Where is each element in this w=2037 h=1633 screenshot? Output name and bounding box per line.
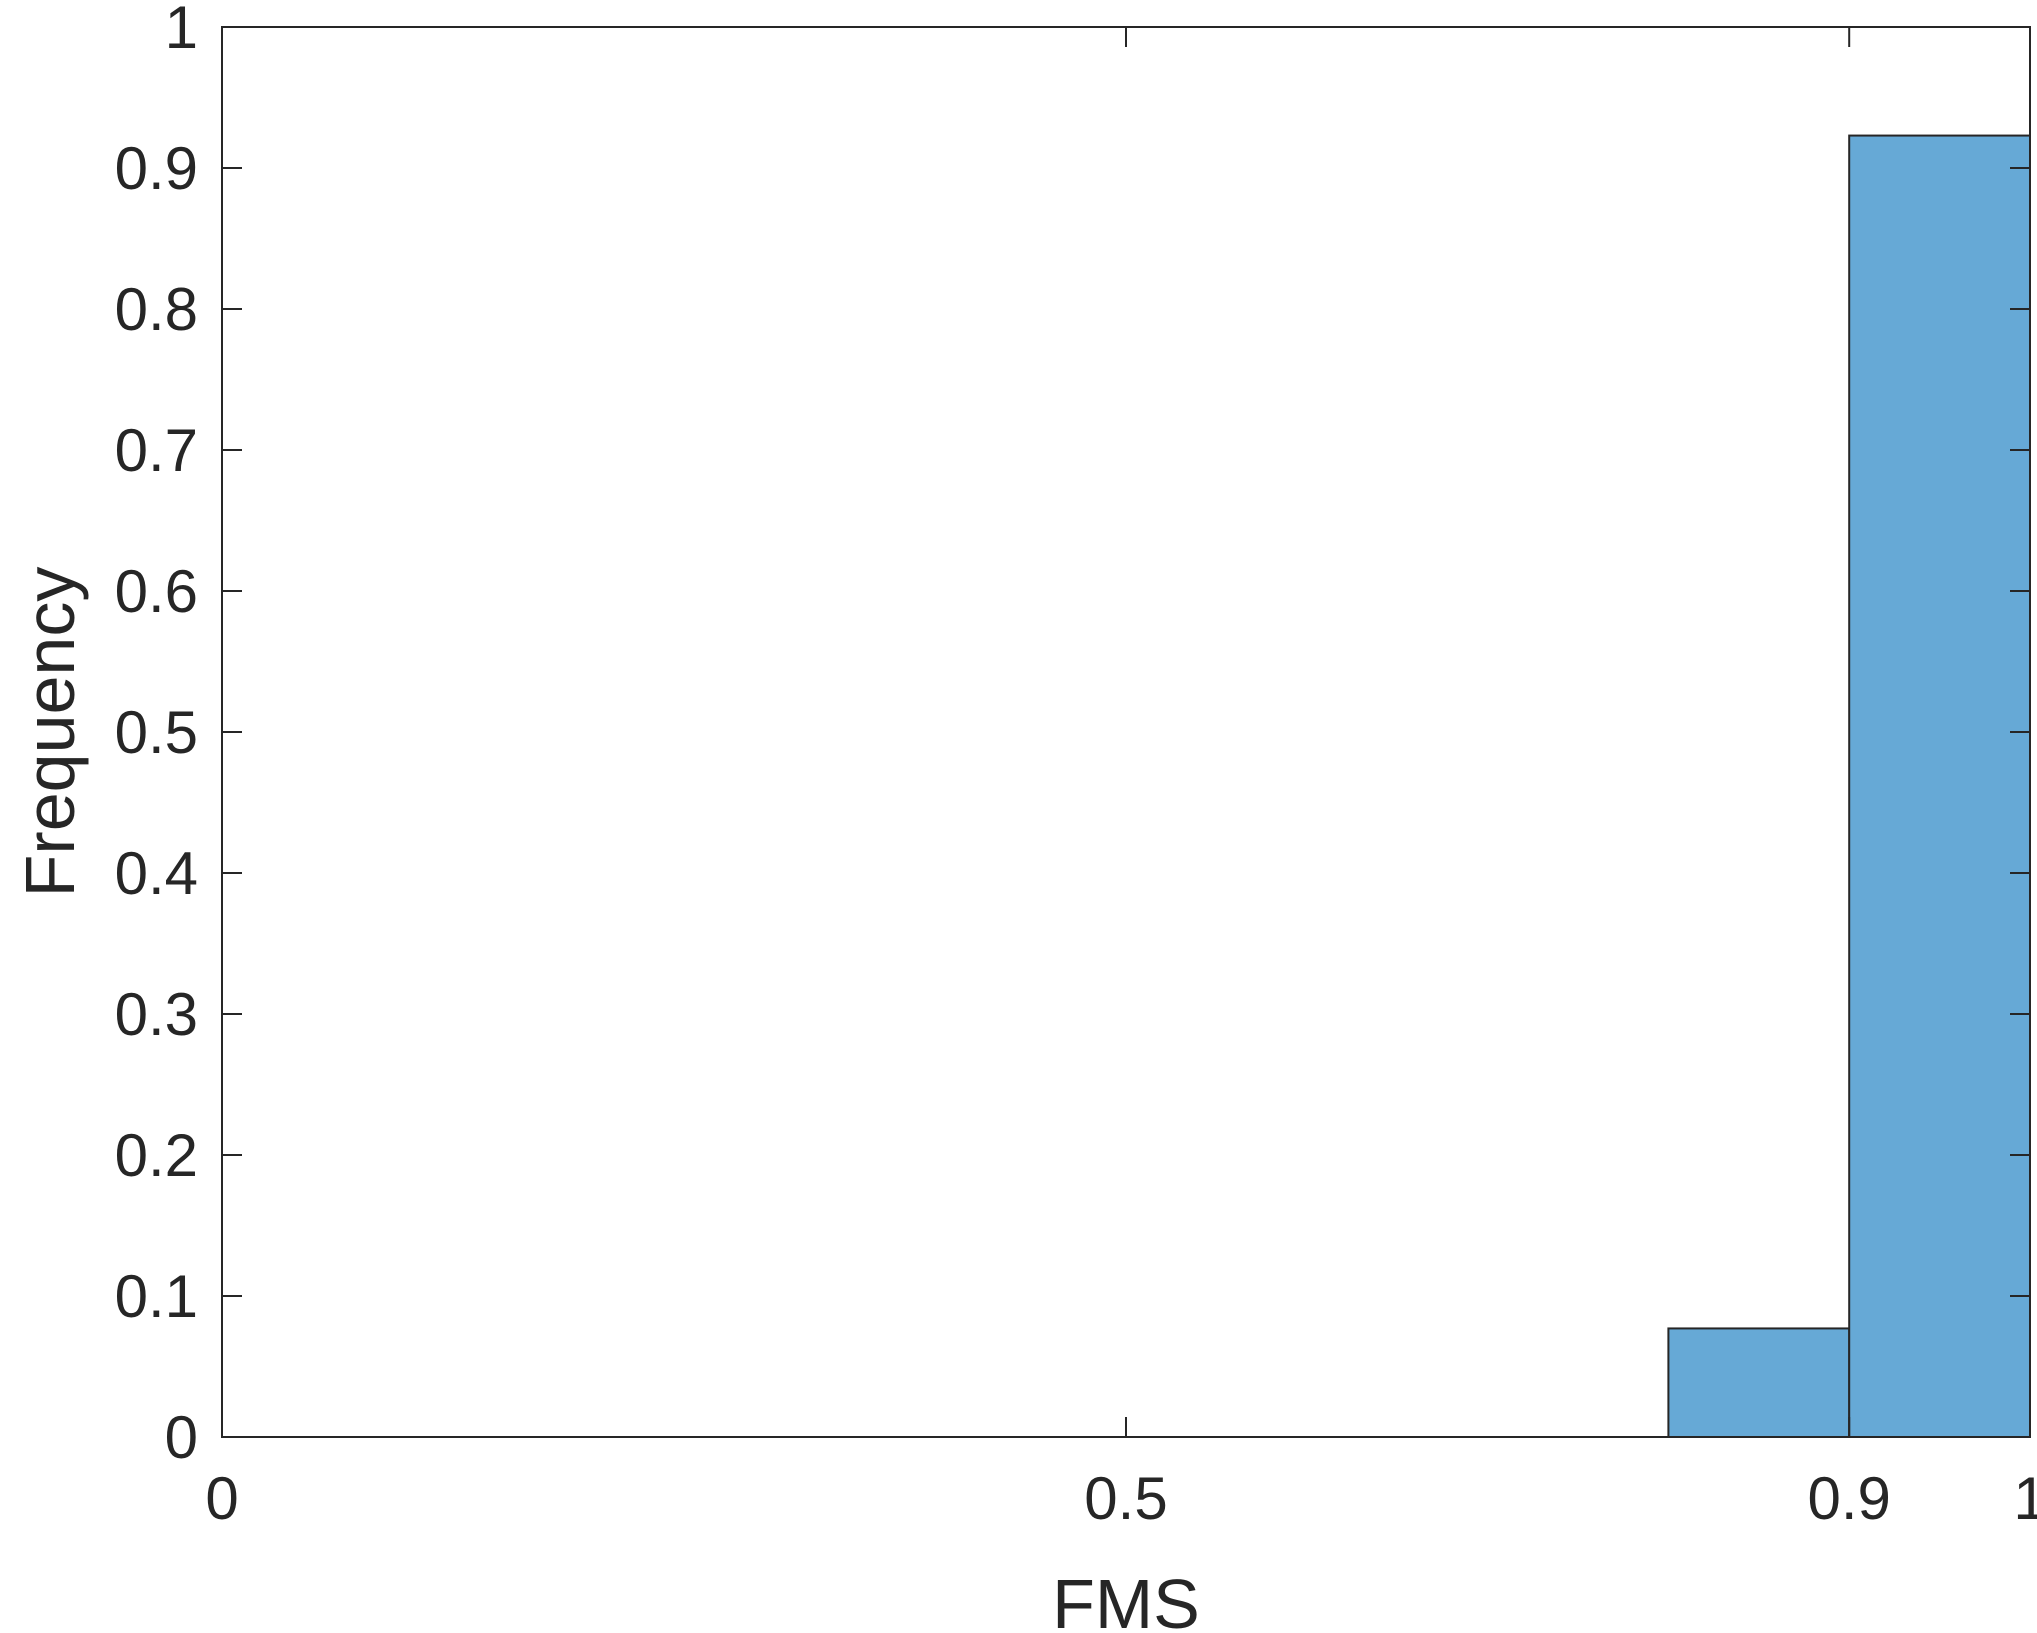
y-tick-label: 0.9 — [115, 135, 198, 202]
x-tick-label: 1 — [2013, 1465, 2037, 1532]
y-axis-label: Frequency — [11, 567, 89, 898]
plot-area — [222, 27, 2030, 1437]
y-tick-label: 0.5 — [115, 699, 198, 766]
plot-frame — [221, 26, 2031, 1438]
y-tick-label: 1 — [165, 0, 198, 61]
y-tick-label: 0.2 — [115, 1122, 198, 1189]
y-tick-label: 0.1 — [115, 1263, 198, 1330]
histogram-bar-2 — [1848, 134, 2031, 1439]
x-tick-label: 0.5 — [1084, 1465, 1167, 1532]
y-tick-label: 0.3 — [115, 981, 198, 1048]
histogram-bar-1 — [1667, 1327, 1851, 1439]
bars-group — [1667, 134, 2031, 1439]
y-tick-label: 0 — [165, 1404, 198, 1471]
x-axis-label: FMS — [1052, 1565, 1200, 1633]
x-tick-label: 0.9 — [1807, 1465, 1890, 1532]
y-tick-label: 0.6 — [115, 558, 198, 625]
tick-labels-group: 0 0.5 0.9 1 0 0.1 0.2 0.3 0.4 0.5 0.6 0.7 0.8 0.9 1 — [115, 0, 2037, 1532]
y-tick-label: 0.8 — [115, 276, 198, 343]
y-tick-label: 0.7 — [115, 417, 198, 484]
x-tick-label: 0 — [205, 1465, 238, 1532]
y-tick-label: 0.4 — [115, 840, 198, 907]
